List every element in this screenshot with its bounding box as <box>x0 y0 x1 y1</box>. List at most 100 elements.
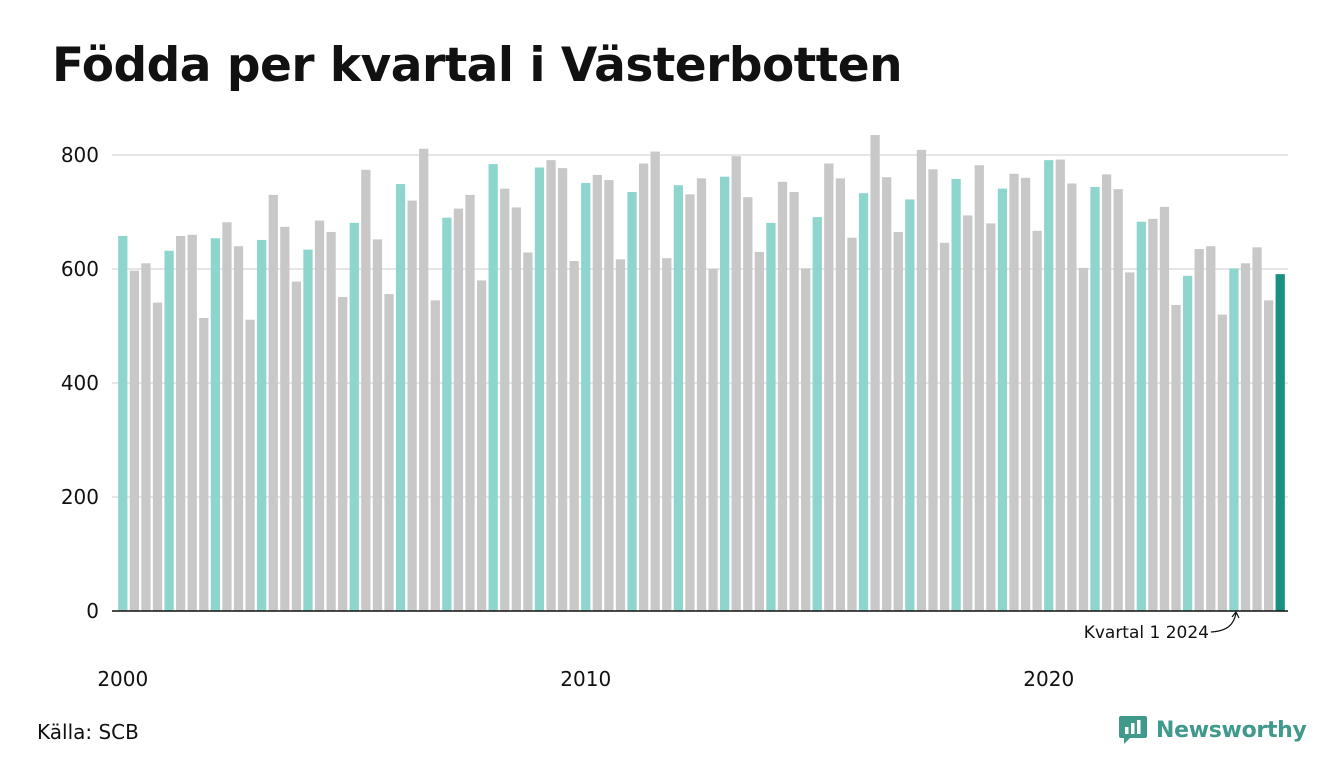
bar <box>708 269 718 611</box>
bar <box>639 163 649 612</box>
bar <box>222 222 232 611</box>
annotation-arrowhead <box>1231 610 1240 619</box>
bars <box>118 135 1285 612</box>
bar <box>685 194 695 611</box>
brand-name: Newsworthy <box>1156 717 1307 743</box>
bar <box>824 163 834 612</box>
bar <box>280 226 290 611</box>
bar <box>835 178 846 611</box>
bar <box>210 238 221 611</box>
bar <box>546 160 556 611</box>
bar <box>754 251 764 611</box>
bar <box>812 217 822 611</box>
bar <box>141 263 151 611</box>
bar <box>419 148 429 612</box>
bar <box>893 231 903 611</box>
bar <box>500 188 510 611</box>
bar <box>1067 183 1077 611</box>
y-tick-label: 200 <box>61 485 99 509</box>
bar <box>731 156 741 611</box>
x-tick-label: 2020 <box>1023 667 1074 691</box>
bar <box>523 252 533 611</box>
bar <box>187 234 197 612</box>
bar <box>1055 159 1065 611</box>
bar <box>789 192 799 612</box>
bar <box>777 181 788 612</box>
bar <box>1090 186 1100 612</box>
bar <box>905 199 915 611</box>
bar <box>257 239 267 611</box>
bar <box>1217 314 1227 611</box>
bar <box>1206 246 1216 611</box>
newsworthy-logo-icon <box>1119 716 1147 744</box>
bar <box>176 235 186 611</box>
bar <box>233 246 244 611</box>
bar <box>465 194 475 611</box>
bar <box>511 207 521 611</box>
bar <box>928 169 938 611</box>
bar <box>743 197 753 611</box>
bar <box>1159 206 1170 611</box>
bar <box>1125 272 1135 611</box>
bar <box>129 270 139 611</box>
bar <box>662 258 672 611</box>
bar <box>314 220 325 612</box>
bar <box>951 178 961 611</box>
bar <box>604 180 614 611</box>
bar <box>1101 174 1112 611</box>
bar <box>766 222 776 611</box>
bar <box>372 239 383 612</box>
y-tick-label: 400 <box>61 371 99 395</box>
y-axis: 0 200 400 600 800 <box>61 143 99 623</box>
x-axis: 2000 2010 2020 <box>97 667 1074 691</box>
bar <box>847 237 857 611</box>
y-tick-label: 0 <box>86 599 99 623</box>
bar <box>442 217 452 611</box>
bar <box>164 250 174 611</box>
bar <box>592 174 602 611</box>
bar <box>1264 300 1274 611</box>
bar <box>1009 173 1019 611</box>
x-tick-label: 2010 <box>560 667 611 691</box>
source-label: Källa: SCB <box>37 720 139 744</box>
bar <box>1240 263 1251 611</box>
y-tick-label: 800 <box>61 143 99 167</box>
bar <box>268 194 278 611</box>
bar <box>581 182 591 611</box>
bar <box>488 164 498 611</box>
bar <box>118 235 128 611</box>
bar <box>430 300 440 611</box>
annotation-label: Kvartal 1 2024 <box>1084 623 1209 643</box>
bar <box>338 296 348 611</box>
x-tick-label: 2000 <box>97 667 148 691</box>
bar <box>326 231 336 611</box>
bar <box>1252 247 1262 611</box>
bar <box>407 200 417 611</box>
bar <box>569 261 579 611</box>
bar <box>557 168 568 612</box>
bar <box>801 268 811 611</box>
bar <box>291 281 302 611</box>
bar <box>1275 274 1285 611</box>
bar <box>673 185 683 611</box>
bar <box>476 280 487 611</box>
bar <box>963 215 973 612</box>
y-tick-label: 600 <box>61 257 99 281</box>
bar <box>1032 230 1042 611</box>
bar <box>349 222 359 611</box>
bar <box>1020 177 1031 612</box>
bar <box>974 165 984 611</box>
bar <box>615 259 626 611</box>
bar <box>245 319 255 611</box>
bar <box>939 242 950 611</box>
bar <box>199 318 209 611</box>
bar <box>1182 275 1193 611</box>
chart-title: Födda per kvartal i Västerbotten <box>52 38 903 93</box>
bar <box>453 208 464 611</box>
bar <box>627 192 637 612</box>
bar <box>361 169 371 611</box>
bar <box>1171 304 1181 611</box>
bar <box>870 135 880 612</box>
bar <box>152 302 163 611</box>
